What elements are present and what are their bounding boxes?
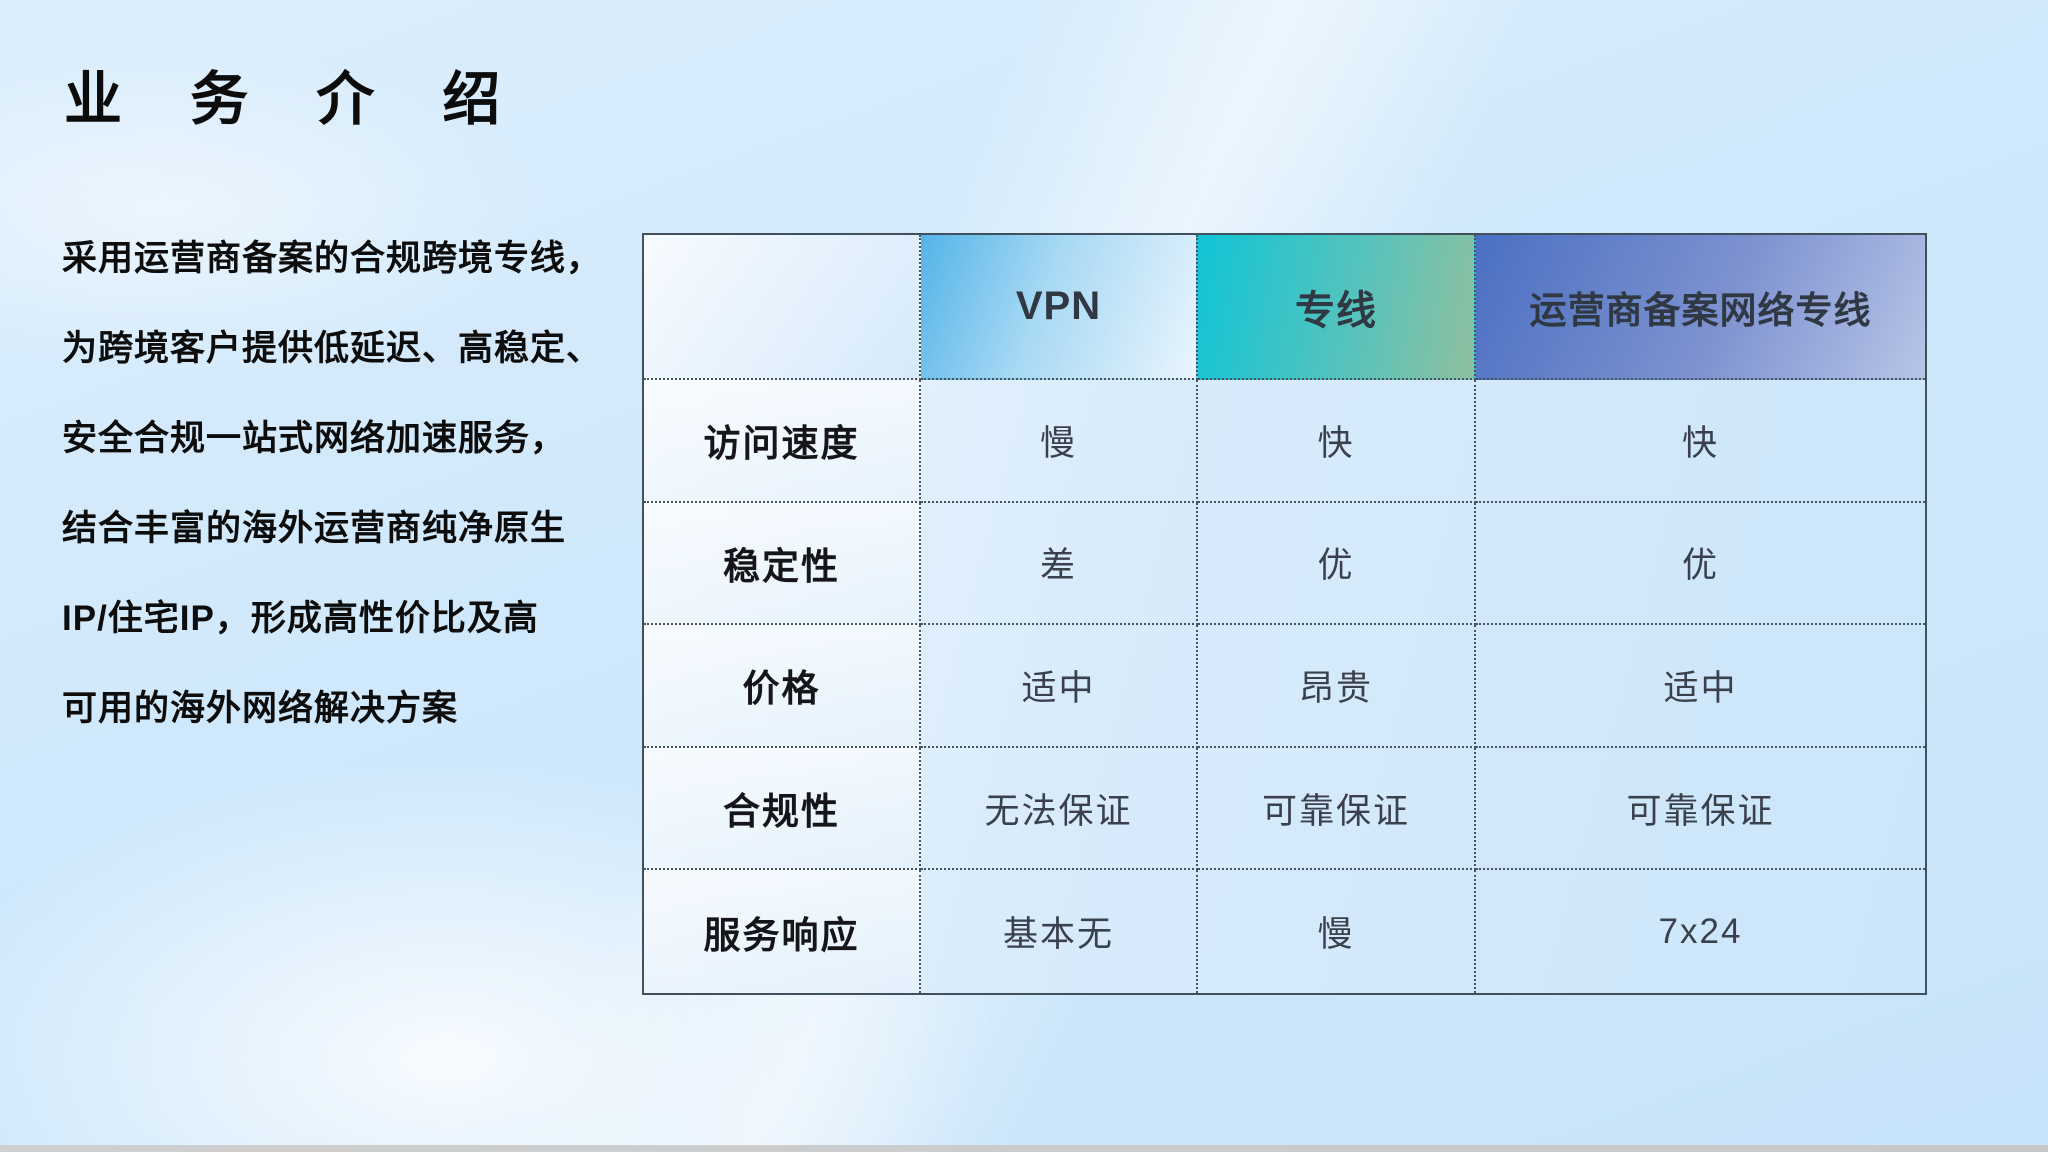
table-cell: 7x24 (1658, 911, 1743, 951)
table-cell: 无法保证 (921, 747, 1198, 871)
table-cell: 可靠保证 (1476, 748, 1925, 871)
table-cell: 差 (921, 502, 1198, 626)
row-label-service-response: 服务响应 (644, 870, 921, 993)
comparison-table: VPN 专线 运营商备案网络专线 访问速度 慢 快 快 稳定性 差 优 优 价格… (642, 233, 1927, 995)
slide-bottom-edge (0, 1145, 2048, 1152)
table-header-dedicated-line: 专线 (1198, 235, 1476, 380)
table-cell: 快 (1476, 380, 1925, 503)
description-line: 为跨境客户提供低延迟、高稳定、 (62, 329, 603, 368)
description-line: 安全合规一站式网络加速服务， (62, 419, 567, 458)
table-cell: 快 (1198, 380, 1476, 503)
table-cell: 适中 (1476, 625, 1925, 748)
description-line: 采用运营商备案的合规跨境专线， (62, 239, 603, 278)
table-cell: 基本无 (921, 870, 1198, 993)
table-cell: 适中 (921, 625, 1198, 748)
business-description: 采用运营商备案的合规跨境专线， 为跨境客户提供低延迟、高稳定、 安全合规一站式网… (62, 214, 622, 754)
row-label-stability: 稳定性 (644, 502, 921, 626)
table-cell: 慢 (1198, 870, 1476, 993)
table-cell: 可靠保证 (1198, 747, 1476, 871)
table-cell: 慢 (921, 380, 1198, 503)
row-label-compliance: 合规性 (644, 747, 921, 871)
description-line: 结合丰富的海外运营商纯净原生 (62, 509, 567, 548)
table-header-vpn: VPN (921, 235, 1198, 380)
description-line: 可用的海外网络解决方案 (62, 689, 459, 728)
table-header-carrier-registered-line: 运营商备案网络专线 (1476, 235, 1925, 380)
table-cell: 昂贵 (1198, 625, 1476, 748)
table-cell: 优 (1476, 503, 1925, 626)
row-label-access-speed: 访问速度 (644, 380, 921, 503)
description-line: IP/住宅IP，形成高性价比及高 (62, 599, 539, 638)
page-title: 业 务 介 绍 (64, 67, 527, 132)
row-label-price: 价格 (644, 625, 921, 748)
table-cell: 优 (1198, 502, 1476, 626)
table-header-empty (644, 235, 921, 380)
